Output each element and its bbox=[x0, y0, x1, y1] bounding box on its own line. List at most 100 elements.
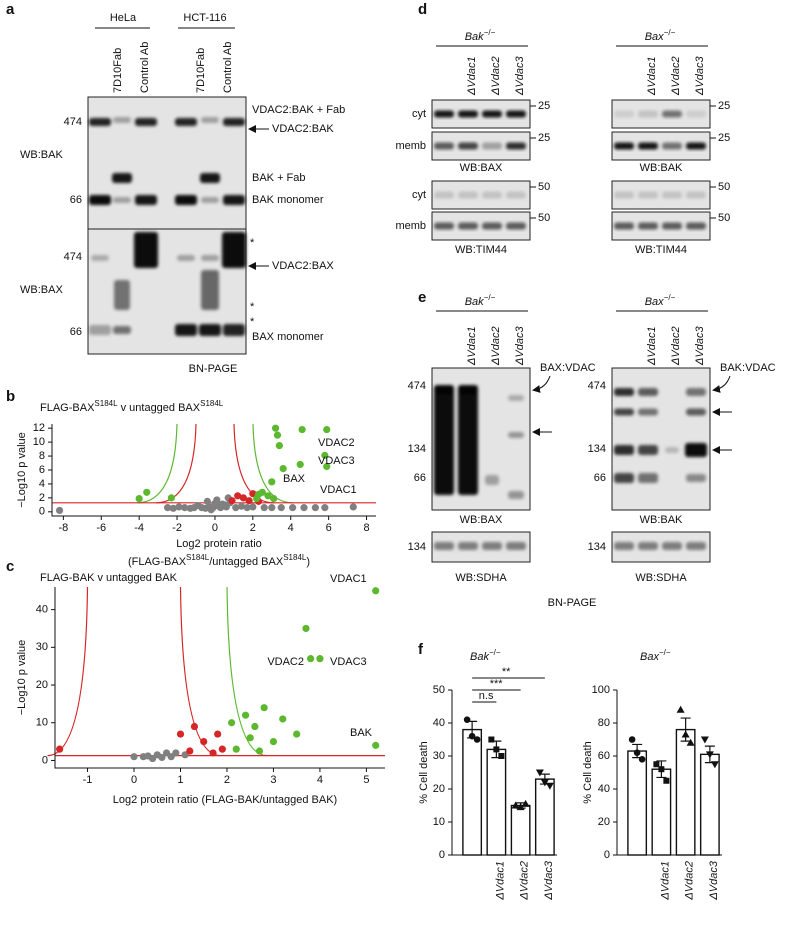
data-point bbox=[372, 741, 380, 749]
point-annotation: VDAC2 bbox=[318, 437, 355, 449]
complex-arrow bbox=[532, 375, 551, 393]
data-point bbox=[243, 504, 251, 512]
y-tick-label: 10 bbox=[33, 436, 45, 448]
point-annotation: VDAC3 bbox=[330, 656, 367, 668]
band bbox=[638, 388, 658, 396]
data-point bbox=[218, 745, 226, 753]
y-axis-label: −Log10 p value bbox=[16, 640, 28, 716]
data-point bbox=[200, 738, 208, 746]
band bbox=[201, 197, 219, 203]
data-point bbox=[316, 655, 324, 663]
data-point bbox=[473, 736, 481, 743]
row-label: memb bbox=[395, 140, 426, 152]
size-marker: 25 bbox=[538, 100, 550, 112]
data-point bbox=[163, 504, 172, 512]
band bbox=[508, 395, 524, 401]
y-tick-label: 20 bbox=[36, 679, 48, 691]
point-annotation: VDAC2 bbox=[267, 656, 304, 668]
x-tick-label: ΔVdac2 bbox=[684, 861, 696, 901]
band-annotation: BAK monomer bbox=[252, 194, 324, 206]
data-point bbox=[209, 749, 217, 757]
blot-label: WB:TIM44 bbox=[455, 244, 507, 256]
data-point bbox=[321, 451, 329, 459]
y-tick-label: 40 bbox=[36, 604, 48, 616]
x-axis-label-part: ) bbox=[306, 556, 310, 568]
data-point bbox=[234, 492, 242, 500]
band bbox=[662, 110, 682, 118]
data-point bbox=[521, 799, 530, 807]
data-point bbox=[710, 761, 719, 769]
band bbox=[91, 255, 109, 261]
y-tick-label: 40 bbox=[433, 717, 445, 729]
x-axis-label-part: Log2 protein ratio (FLAG-BAK/untagged BA… bbox=[113, 794, 337, 806]
band-annotation: BAX monomer bbox=[252, 331, 324, 343]
band bbox=[638, 542, 658, 550]
blot-label: WB:SDHA bbox=[635, 572, 687, 584]
band bbox=[685, 443, 707, 457]
x-axis-label: (FLAG-BAXS184L/untagged BAXS184L) bbox=[128, 553, 310, 568]
blot-bands bbox=[434, 542, 526, 550]
lane-label: ΔVdac1 bbox=[646, 326, 658, 366]
x-axis-label-part: (FLAG-BAX bbox=[128, 556, 187, 568]
y-tick-label: 0 bbox=[604, 849, 610, 861]
data-point bbox=[213, 496, 221, 504]
blot-bands bbox=[614, 222, 706, 230]
data-point bbox=[273, 431, 282, 439]
blot-label: WB:BAX bbox=[20, 284, 63, 296]
blot-bands bbox=[434, 142, 526, 150]
x-tick-label: 4 bbox=[288, 522, 294, 534]
band bbox=[458, 542, 478, 550]
y-tick-label: 2 bbox=[39, 492, 45, 504]
band-annotation: * bbox=[250, 301, 255, 313]
data-point bbox=[271, 424, 280, 432]
data-point bbox=[681, 730, 690, 738]
data-point bbox=[190, 722, 199, 731]
band bbox=[614, 222, 634, 230]
genotype-part: Bax bbox=[640, 651, 659, 663]
gel-type: BN-PAGE bbox=[548, 597, 597, 609]
data-point bbox=[323, 425, 331, 434]
genotype: Bax−/− bbox=[645, 28, 676, 43]
genotype-part: −/− bbox=[489, 648, 501, 657]
data-point bbox=[241, 711, 250, 719]
data-point bbox=[279, 465, 287, 473]
size-marker: 66 bbox=[594, 472, 606, 484]
band bbox=[508, 491, 524, 499]
band bbox=[506, 222, 526, 230]
genotype: Bax−/− bbox=[640, 648, 671, 663]
blot-label: WB:BAK bbox=[640, 514, 683, 526]
x-tick-label: ΔVdac1 bbox=[494, 861, 506, 901]
band bbox=[200, 173, 220, 183]
data-point bbox=[323, 462, 331, 471]
data-point bbox=[293, 730, 301, 738]
band bbox=[482, 222, 502, 230]
band bbox=[112, 173, 132, 183]
size-marker: 66 bbox=[70, 194, 82, 206]
data-point bbox=[218, 500, 227, 508]
data-point bbox=[268, 504, 276, 512]
panel-letter: f bbox=[418, 641, 424, 658]
significance-label: *** bbox=[490, 678, 504, 690]
x-tick-label: ΔVdac1 bbox=[659, 861, 671, 901]
point-annotation: BAK bbox=[350, 727, 373, 739]
chart-title-part: S184L bbox=[94, 399, 118, 408]
band bbox=[506, 142, 526, 150]
band bbox=[686, 474, 706, 482]
x-tick-label: 0 bbox=[212, 522, 218, 534]
size-marker: 50 bbox=[538, 181, 550, 193]
lane-label: ΔVdac1 bbox=[646, 56, 658, 96]
threshold-curve bbox=[136, 423, 294, 504]
threshold-curve bbox=[155, 423, 275, 504]
data-point bbox=[493, 746, 500, 753]
chart-title-part: S184L bbox=[200, 399, 224, 408]
size-marker: 134 bbox=[588, 541, 606, 553]
lane-label: 7D10Fab bbox=[112, 48, 124, 93]
y-tick-label: 4 bbox=[39, 478, 45, 490]
band bbox=[222, 232, 246, 268]
blot-bands bbox=[614, 142, 706, 150]
band bbox=[662, 222, 682, 230]
data-point bbox=[488, 736, 495, 743]
data-point bbox=[633, 749, 641, 756]
band bbox=[458, 142, 478, 150]
y-tick-label: 80 bbox=[598, 717, 610, 729]
